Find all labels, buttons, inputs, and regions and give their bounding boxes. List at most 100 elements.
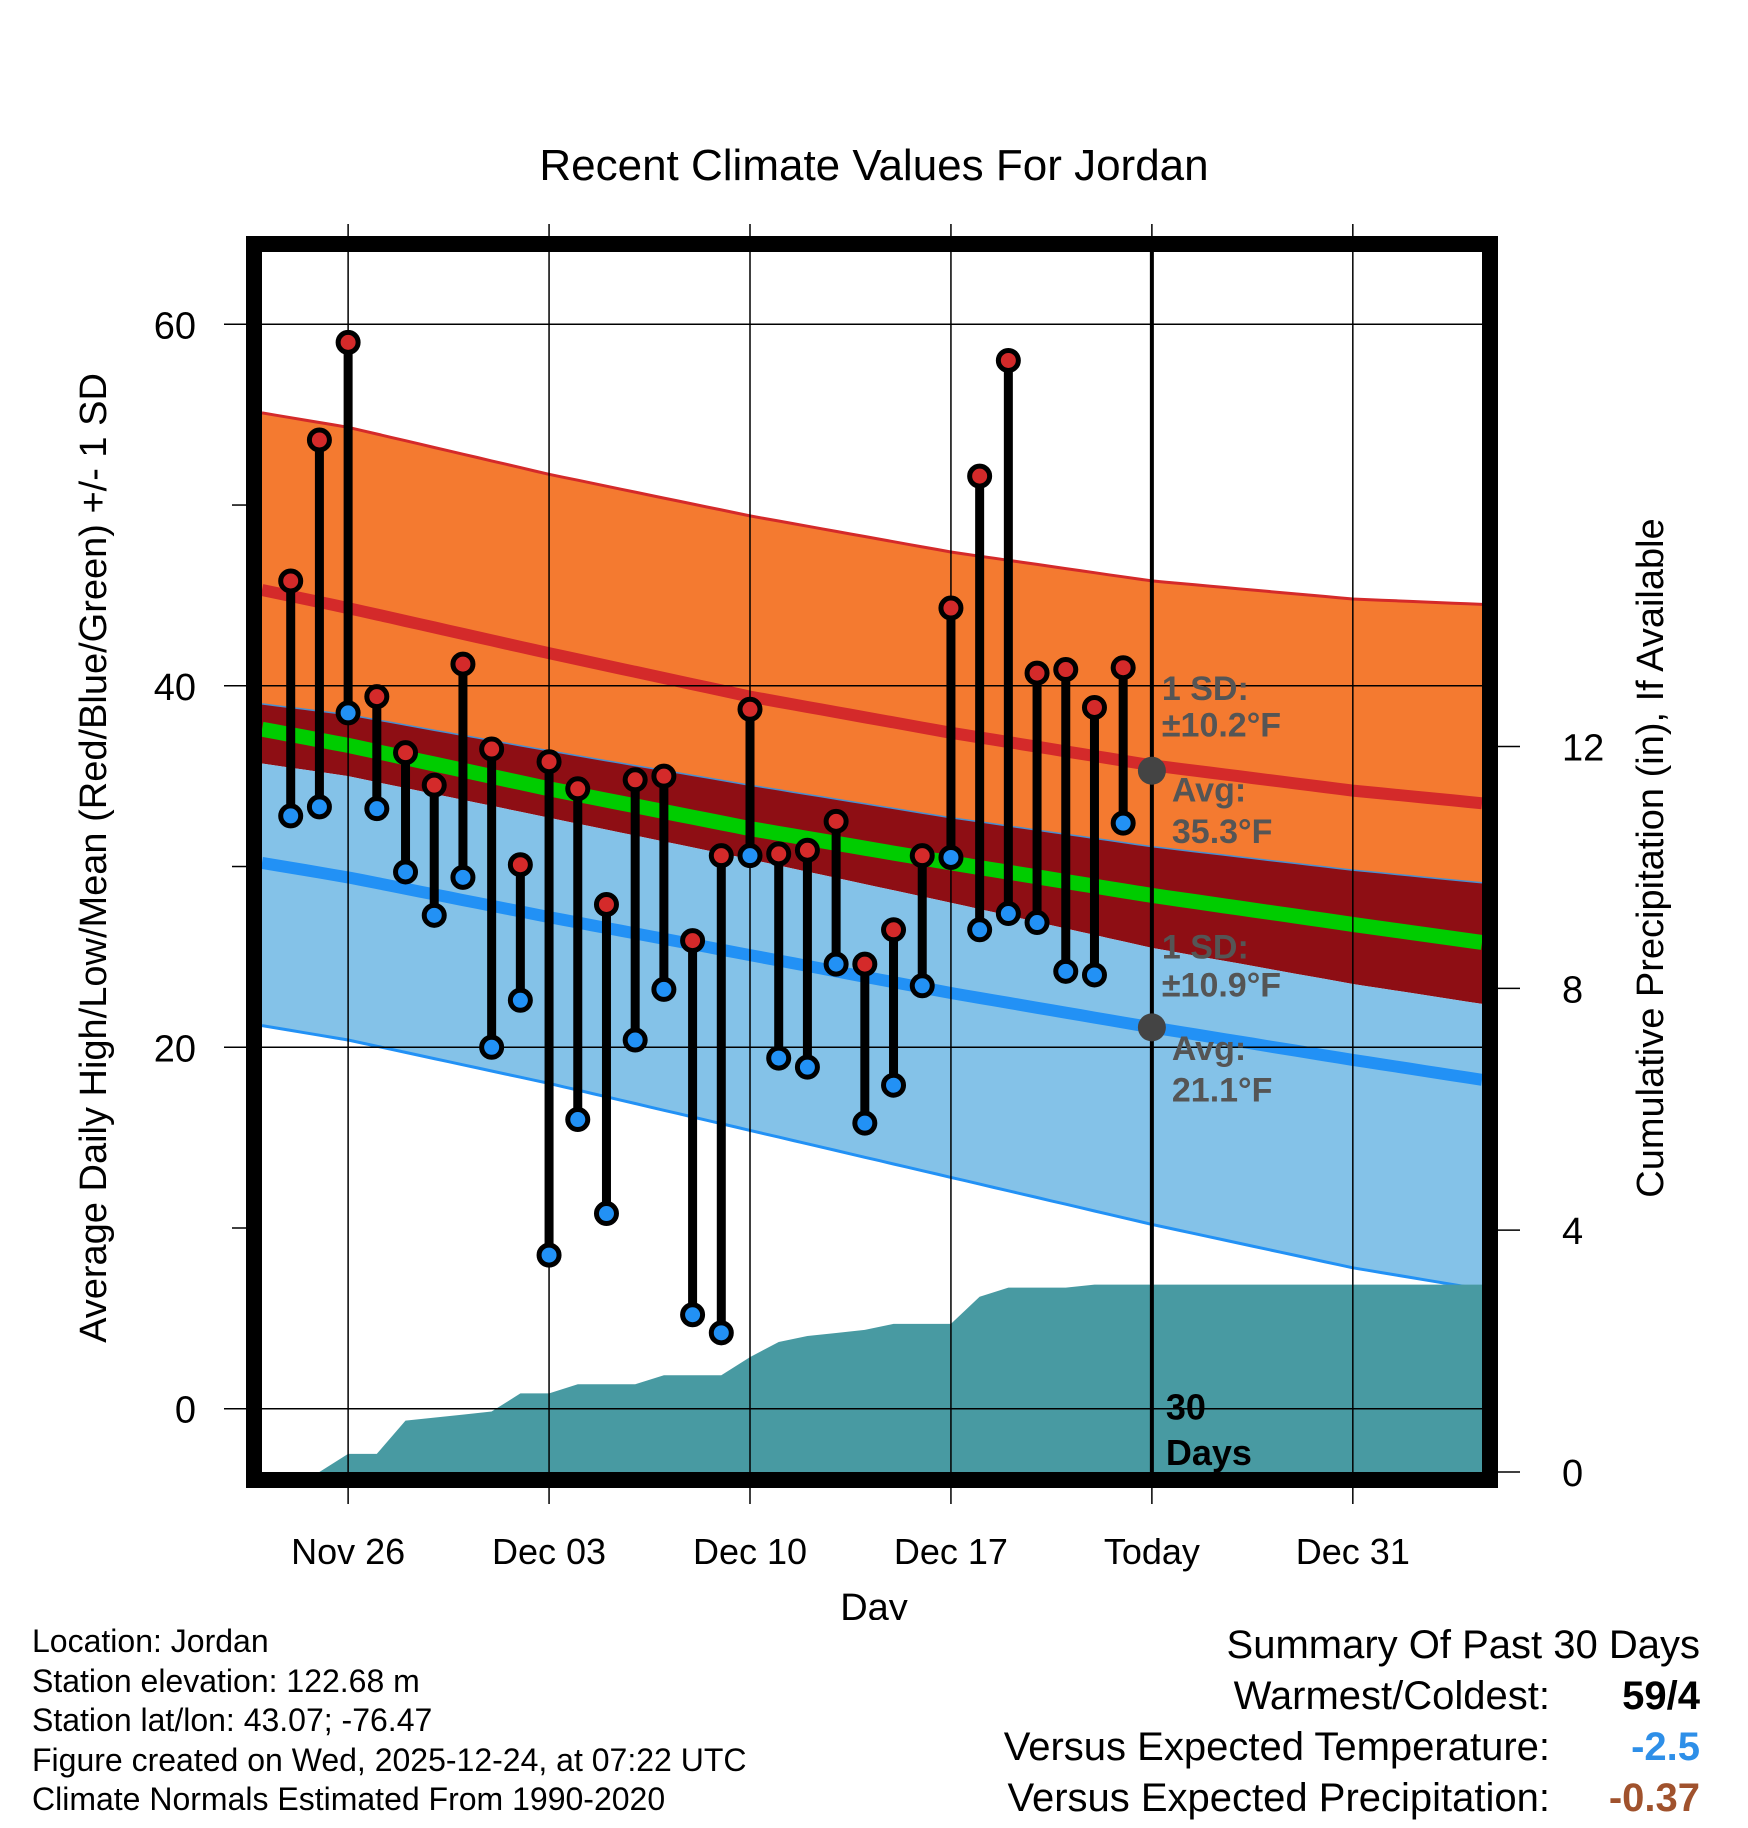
low-avg-label: Avg:	[1172, 1030, 1246, 1068]
daily-high-point	[335, 329, 361, 355]
summary-precipitation: Versus Expected Precipitation: -0.37	[1004, 1773, 1700, 1824]
plot-frame	[246, 236, 1498, 1488]
value-slash: /	[1666, 1674, 1678, 1718]
station-info: Location: Jordan Station elevation: 122.…	[32, 1622, 746, 1820]
daily-high-point	[1110, 655, 1136, 681]
daily-high-point	[995, 347, 1021, 373]
daily-low-point	[622, 1027, 648, 1053]
daily-high-point	[1053, 657, 1079, 683]
y2-tick-label: 0	[1562, 1453, 1583, 1495]
y-tick-label: 20	[154, 1028, 196, 1070]
high-avg-value: 35.3°F	[1172, 813, 1273, 851]
daily-low-point	[1053, 958, 1079, 984]
y-tick-label: 0	[175, 1390, 196, 1432]
daily-low-point	[593, 1201, 619, 1227]
daily-low-point	[651, 976, 677, 1002]
daily-high-point	[708, 843, 734, 869]
low-sd-label: 1 SD:	[1162, 929, 1249, 967]
daily-high-point	[737, 696, 763, 722]
x-tick-label: Dec 31	[1296, 1531, 1410, 1572]
daily-low-point	[479, 1034, 505, 1060]
daily-low-point	[708, 1320, 734, 1346]
daily-low-point	[306, 794, 332, 820]
daily-low-point	[393, 859, 419, 885]
warmest-value: 59	[1622, 1674, 1667, 1718]
x-tick-label: Nov 26	[291, 1531, 405, 1572]
daily-low-point	[1081, 962, 1107, 988]
y2-tick-label: 4	[1562, 1211, 1583, 1253]
daily-high-point	[450, 651, 476, 677]
y2-tick-label: 8	[1562, 969, 1583, 1011]
high-avg-marker	[1137, 756, 1166, 785]
daily-low-point	[364, 796, 390, 822]
climate-chart: Recent Climate Values For Jordan 1 SD:±1…	[73, 141, 1672, 1620]
daily-low-point	[565, 1107, 591, 1133]
daily-high-point	[364, 684, 390, 710]
daily-high-point	[651, 763, 677, 789]
daily-low-point	[909, 973, 935, 999]
days-count: 30	[1166, 1387, 1206, 1428]
y-tick-label: 40	[154, 667, 196, 709]
high-sd-label: 1 SD:	[1162, 670, 1249, 708]
precip-label: Versus Expected Precipitation:	[1007, 1776, 1550, 1820]
daily-low-point	[1110, 810, 1136, 836]
days-label: Days	[1166, 1432, 1252, 1473]
daily-high-point	[1081, 694, 1107, 720]
summary-warmest-coldest: Warmest/Coldest: 59/4	[1004, 1671, 1700, 1722]
low-sd-value: ±10.9°F	[1162, 967, 1281, 1005]
normals-text: Climate Normals Estimated From 1990-2020	[32, 1781, 666, 1817]
daily-low-point	[536, 1242, 562, 1268]
daily-high-point	[565, 776, 591, 802]
daily-low-point	[938, 844, 964, 870]
x-tick-label: Today	[1104, 1531, 1200, 1572]
precip-value: -0.37	[1608, 1776, 1700, 1820]
daily-high-point	[593, 891, 619, 917]
daily-high-point	[393, 740, 419, 766]
daily-low-point	[421, 902, 447, 928]
summary-temperature: Versus Expected Temperature: -2.5	[1004, 1722, 1700, 1773]
daily-high-point	[479, 736, 505, 762]
daily-low-point	[794, 1054, 820, 1080]
latlon-text: Station lat/lon: 43.07; -76.47	[32, 1702, 433, 1738]
elevation-text: Station elevation: 122.68 m	[32, 1662, 420, 1699]
y-axis-label: Average Daily High/Low/Mean (Red/Blue/Gr…	[73, 373, 115, 1343]
daily-low-point	[766, 1045, 792, 1071]
daily-stems	[278, 329, 1136, 1346]
daily-low-point	[852, 1110, 878, 1136]
daily-high-point	[421, 772, 447, 798]
daily-high-point	[823, 808, 849, 834]
cumulative-precip-area	[262, 1284, 1482, 1472]
daily-low-point	[737, 843, 763, 869]
coldest-value: 4	[1677, 1674, 1700, 1718]
daily-high-point	[306, 427, 332, 453]
daily-high-point	[536, 749, 562, 775]
low-sd-band	[262, 763, 1482, 1290]
daily-high-point	[766, 841, 792, 867]
daily-low-point	[680, 1302, 706, 1328]
daily-low-point	[995, 901, 1021, 927]
daily-low-point	[450, 864, 476, 890]
normal-high-line	[262, 584, 1482, 810]
low-avg-value: 21.1°F	[1172, 1071, 1273, 1109]
daily-low-point	[335, 700, 361, 726]
daily-low-point	[507, 987, 533, 1013]
created-text: Figure created on Wed, 2025-12-24, at 07…	[32, 1741, 747, 1778]
summary-title: Summary Of Past 30 Days	[1226, 1623, 1700, 1667]
daily-high-point	[881, 917, 907, 943]
warmest-coldest-value: 59/4	[1550, 1671, 1700, 1722]
temp-label: Versus Expected Temperature:	[1003, 1725, 1550, 1769]
x-tick-label: Dec 03	[492, 1531, 606, 1572]
daily-high-point	[622, 767, 648, 793]
warmest-coldest-label: Warmest/Coldest:	[1233, 1674, 1550, 1718]
high-avg-label: Avg:	[1172, 771, 1246, 809]
low-sd-lower-line	[262, 1024, 1482, 1291]
daily-high-point	[278, 568, 304, 594]
daily-low-point	[1024, 910, 1050, 936]
x-tick-label: Dec 10	[693, 1531, 807, 1572]
y2-tick-label: 12	[1562, 728, 1604, 770]
daily-low-point	[881, 1072, 907, 1098]
daily-high-point	[794, 837, 820, 863]
x-tick-label: Dec 17	[894, 1531, 1008, 1572]
x-axis-label: Day	[840, 1587, 908, 1620]
